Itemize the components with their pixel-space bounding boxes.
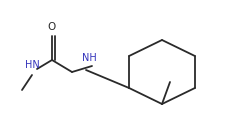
- Text: HN: HN: [25, 60, 39, 70]
- Text: O: O: [48, 22, 56, 32]
- Text: NH: NH: [81, 53, 96, 63]
